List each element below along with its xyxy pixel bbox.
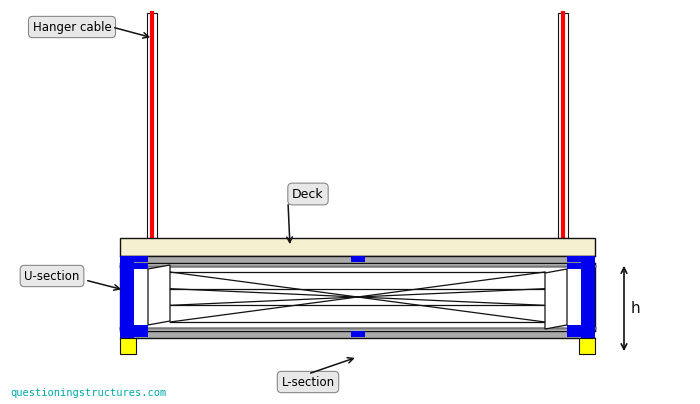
Bar [120,256,134,263]
Text: questioningstructures.com: questioningstructures.com [10,388,167,398]
Bar [120,331,595,338]
Text: Deck: Deck [292,187,324,200]
Text: U-section: U-section [25,269,80,282]
Bar [134,263,148,269]
Polygon shape [545,269,567,329]
Bar [134,331,148,337]
Bar [120,331,134,338]
Bar [147,13,157,238]
Bar [567,331,581,337]
Bar [351,331,365,337]
Bar [579,338,595,354]
Bar [558,13,568,238]
Bar [581,256,595,263]
Polygon shape [148,265,170,325]
Bar [567,256,581,262]
Text: Hanger cable: Hanger cable [33,21,111,34]
Bar [120,338,136,354]
Bar [120,263,134,331]
Bar [581,263,595,331]
Bar [581,331,595,338]
Bar [134,256,148,262]
Text: L-section: L-section [281,375,335,389]
Bar [120,263,595,331]
Text: h: h [631,301,640,316]
Bar [567,263,581,269]
Bar [567,325,581,331]
Bar [120,238,595,256]
Bar [120,256,595,263]
Bar [351,256,365,262]
Bar [134,325,148,331]
